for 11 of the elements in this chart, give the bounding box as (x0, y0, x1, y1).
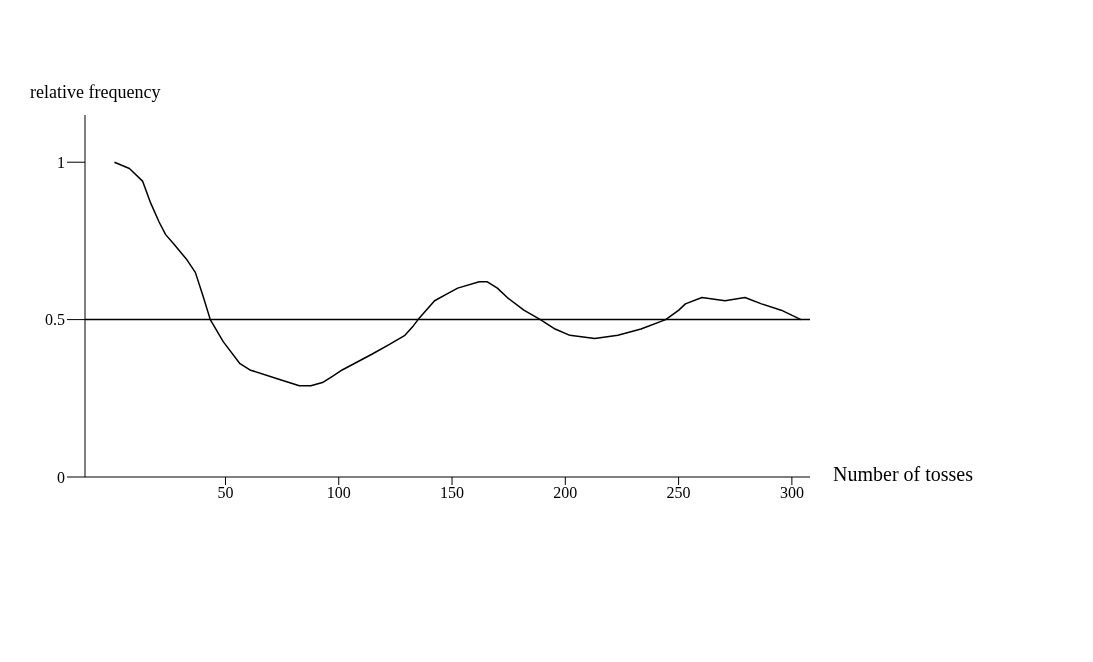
x-tick-label: 150 (440, 484, 465, 502)
x-tick-label: 250 (666, 484, 691, 502)
y-tick-label: 0.5 (45, 311, 65, 329)
x-tick-label: 100 (326, 484, 351, 502)
y-tick-label: 0 (57, 468, 65, 486)
x-tick-label: 200 (553, 484, 578, 502)
x-tick-label: 50 (217, 484, 234, 502)
y-axis-title: relative frequency (30, 82, 161, 103)
y-tick-label: 1 (57, 153, 65, 171)
x-tick-label: 300 (779, 484, 804, 502)
x-axis-title: Number of tosses (833, 463, 973, 486)
